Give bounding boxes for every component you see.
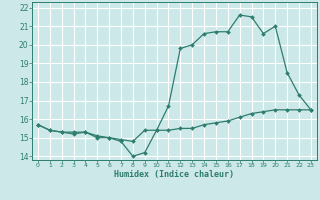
X-axis label: Humidex (Indice chaleur): Humidex (Indice chaleur) xyxy=(115,170,234,179)
